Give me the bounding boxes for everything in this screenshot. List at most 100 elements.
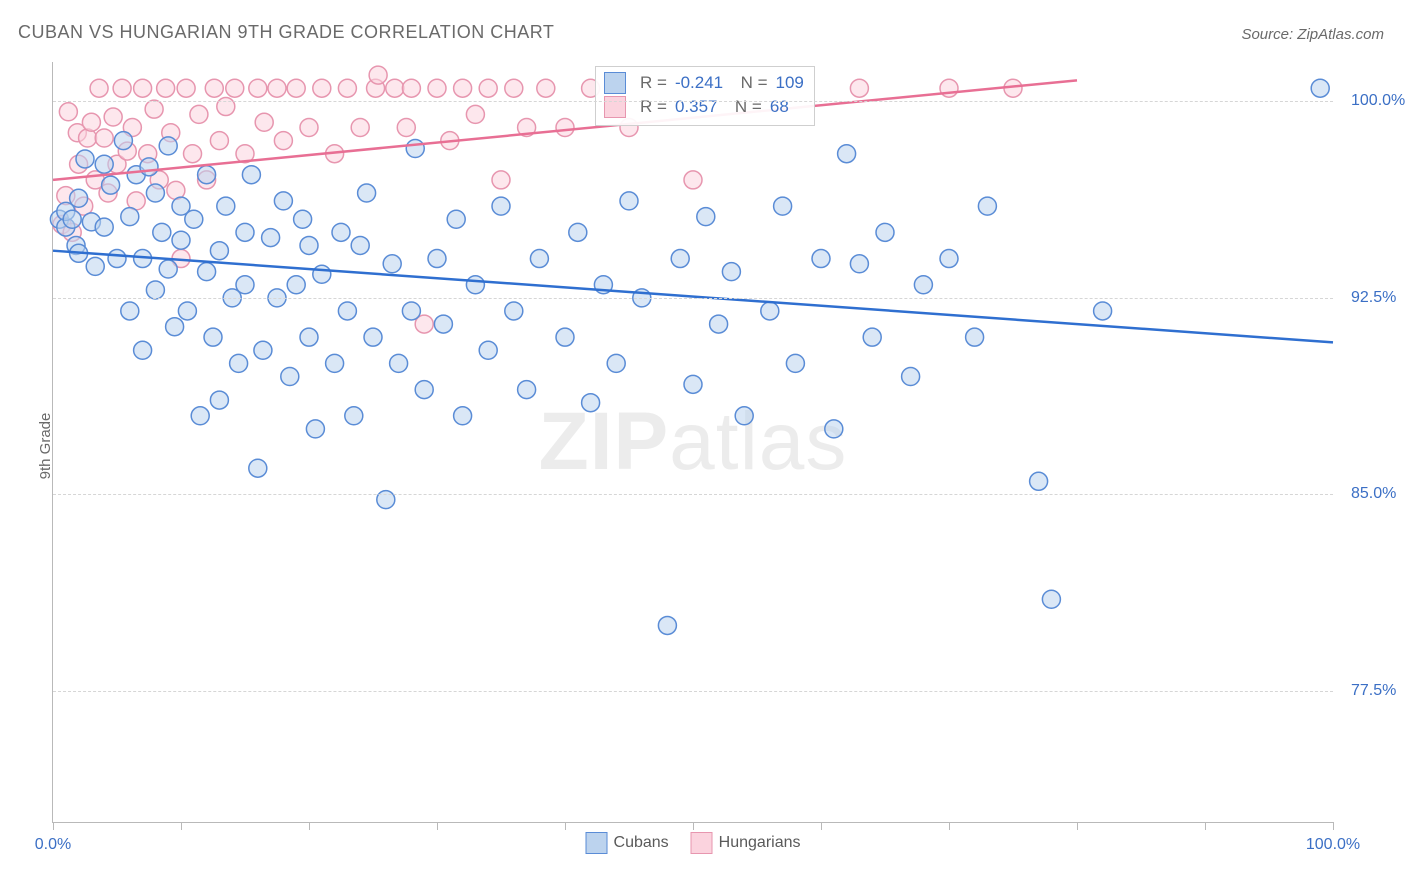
data-point xyxy=(217,98,235,116)
data-point xyxy=(281,367,299,385)
data-point xyxy=(518,381,536,399)
data-point xyxy=(415,381,433,399)
x-tick xyxy=(565,822,566,830)
data-point xyxy=(249,459,267,477)
data-point xyxy=(76,150,94,168)
data-point xyxy=(863,328,881,346)
data-point xyxy=(226,79,244,97)
legend-label: Cubans xyxy=(614,834,669,851)
data-point xyxy=(607,354,625,372)
data-point xyxy=(620,192,638,210)
data-point xyxy=(230,354,248,372)
legend-r-label: R = xyxy=(640,71,667,95)
legend-r-value: 0.357 xyxy=(675,95,718,119)
data-point xyxy=(59,103,77,121)
data-point xyxy=(838,145,856,163)
data-point xyxy=(306,420,324,438)
data-point xyxy=(825,420,843,438)
data-point xyxy=(369,66,387,84)
data-point xyxy=(236,276,254,294)
legend-swatch xyxy=(604,96,626,118)
y-tick-label: 100.0% xyxy=(1351,92,1405,110)
chart-source: Source: ZipAtlas.com xyxy=(1241,26,1384,43)
trend-line xyxy=(53,80,1077,180)
data-point xyxy=(198,263,216,281)
legend-swatch xyxy=(691,832,713,854)
data-point xyxy=(204,328,222,346)
data-point xyxy=(479,341,497,359)
data-point xyxy=(537,79,555,97)
data-point xyxy=(351,119,369,137)
data-point xyxy=(358,184,376,202)
x-tick xyxy=(1205,822,1206,830)
data-point xyxy=(146,281,164,299)
data-point xyxy=(812,250,830,268)
data-point xyxy=(205,79,223,97)
data-point xyxy=(786,354,804,372)
data-point xyxy=(428,79,446,97)
data-point xyxy=(268,79,286,97)
data-point xyxy=(300,328,318,346)
data-point xyxy=(582,394,600,412)
chart-container: CUBAN VS HUNGARIAN 9TH GRADE CORRELATION… xyxy=(0,0,1406,892)
data-point xyxy=(300,119,318,137)
data-point xyxy=(90,79,108,97)
data-point xyxy=(338,79,356,97)
trend-line xyxy=(53,251,1333,343)
data-point xyxy=(658,616,676,634)
data-point xyxy=(159,260,177,278)
data-point xyxy=(210,391,228,409)
data-point xyxy=(556,119,574,137)
data-point xyxy=(217,197,235,215)
chart-title: CUBAN VS HUNGARIAN 9TH GRADE CORRELATION… xyxy=(18,22,554,43)
data-point xyxy=(63,210,81,228)
data-point xyxy=(113,79,131,97)
y-tick-label: 92.5% xyxy=(1351,289,1396,307)
x-tick-label: 0.0% xyxy=(35,836,71,854)
data-point xyxy=(940,250,958,268)
data-point xyxy=(198,166,216,184)
data-point xyxy=(121,208,139,226)
data-point xyxy=(332,223,350,241)
data-point xyxy=(505,302,523,320)
data-point xyxy=(377,491,395,509)
gridline xyxy=(53,298,1333,299)
x-tick-label: 100.0% xyxy=(1306,836,1360,854)
data-point xyxy=(166,318,184,336)
correlation-legend: R =-0.241 N =109R = 0.357 N = 68 xyxy=(595,66,815,126)
data-point xyxy=(774,197,792,215)
data-point xyxy=(492,171,510,189)
x-tick xyxy=(1333,822,1334,830)
y-tick-label: 77.5% xyxy=(1351,682,1396,700)
data-point xyxy=(447,210,465,228)
data-point xyxy=(287,276,305,294)
data-point xyxy=(876,223,894,241)
chart-svg xyxy=(53,62,1333,822)
data-point xyxy=(157,79,175,97)
legend-swatch xyxy=(586,832,608,854)
data-point xyxy=(159,137,177,155)
data-point xyxy=(351,236,369,254)
data-point xyxy=(383,255,401,273)
data-point xyxy=(454,407,472,425)
legend-row: R = 0.357 N = 68 xyxy=(604,95,804,119)
data-point xyxy=(397,119,415,137)
x-tick xyxy=(821,822,822,830)
data-point xyxy=(104,108,122,126)
data-point xyxy=(313,79,331,97)
data-point xyxy=(153,223,171,241)
data-point xyxy=(671,250,689,268)
data-point xyxy=(82,113,100,131)
data-point xyxy=(102,176,120,194)
data-point xyxy=(300,236,318,254)
data-point xyxy=(146,184,164,202)
x-tick xyxy=(437,822,438,830)
data-point xyxy=(684,171,702,189)
data-point xyxy=(255,113,273,131)
data-point xyxy=(254,341,272,359)
data-point xyxy=(492,197,510,215)
data-point xyxy=(684,375,702,393)
data-point xyxy=(697,208,715,226)
x-tick xyxy=(181,822,182,830)
data-point xyxy=(185,210,203,228)
